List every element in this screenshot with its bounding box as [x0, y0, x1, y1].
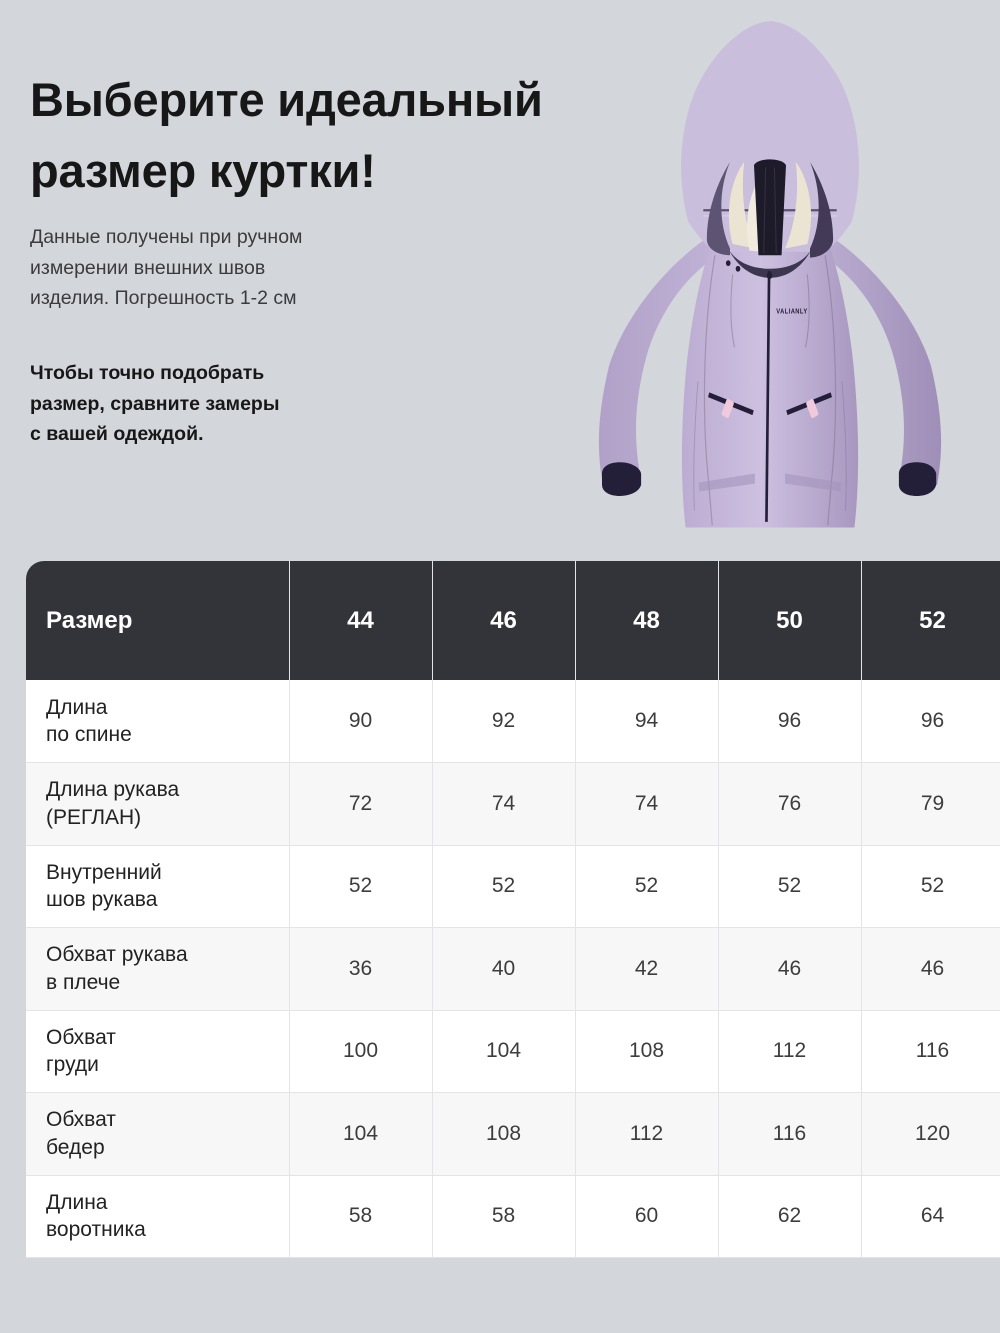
svg-text:VALIANLY: VALIANLY [776, 308, 808, 316]
